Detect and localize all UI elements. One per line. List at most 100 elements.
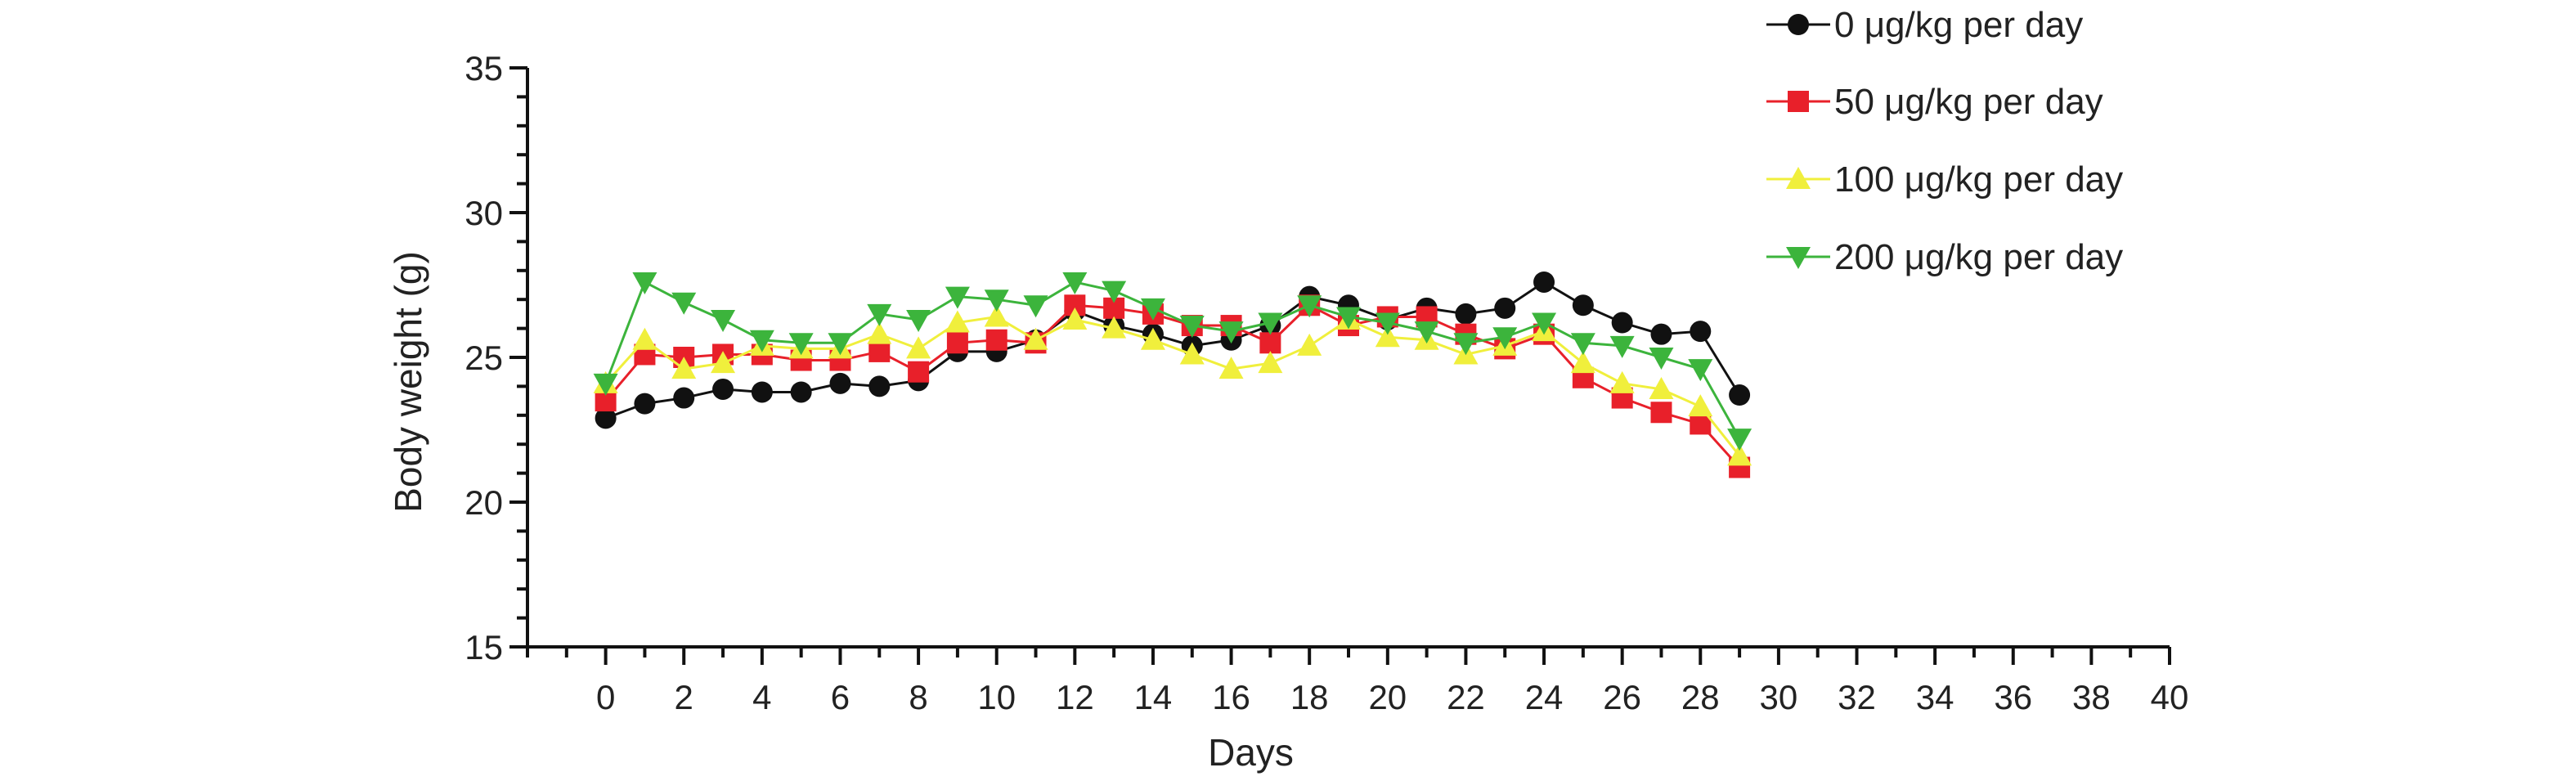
data-point xyxy=(868,340,891,362)
data-point xyxy=(906,336,931,359)
data-point xyxy=(1611,312,1633,334)
data-point xyxy=(1259,332,1281,354)
data-point xyxy=(632,272,657,294)
legend-marker xyxy=(1786,167,1811,189)
data-point xyxy=(1532,312,1557,335)
x-tick-label: 40 xyxy=(2151,678,2189,716)
legend-entry: 50 μg/kg per day xyxy=(1766,82,2103,122)
series-line xyxy=(604,280,1741,439)
data-point xyxy=(1102,281,1127,303)
data-point xyxy=(868,375,891,397)
data-point xyxy=(829,372,851,394)
x-tick-label: 4 xyxy=(752,678,771,716)
x-tick-label: 26 xyxy=(1603,678,1641,716)
x-tick-label: 36 xyxy=(1994,678,2032,716)
data-point xyxy=(1609,370,1635,393)
x-tick-label: 38 xyxy=(2072,678,2111,716)
legend-label: 100 μg/kg per day xyxy=(1834,159,2123,200)
legend-label: 50 μg/kg per day xyxy=(1834,82,2103,122)
data-point xyxy=(908,361,930,383)
data-point xyxy=(985,329,1008,351)
data-point xyxy=(1455,303,1477,325)
data-point xyxy=(1609,335,1635,358)
data-point xyxy=(1258,351,1283,374)
x-tick-label: 12 xyxy=(1056,678,1094,716)
data-point xyxy=(984,290,1009,312)
data-point xyxy=(1729,384,1751,406)
x-tick-label: 34 xyxy=(1916,678,1954,716)
data-point xyxy=(1570,333,1595,356)
data-point xyxy=(1375,325,1400,348)
data-point xyxy=(945,310,970,333)
y-tick-label: 20 xyxy=(464,483,503,522)
data-point xyxy=(1650,402,1672,424)
data-point xyxy=(1297,333,1322,356)
series-group xyxy=(593,271,1752,478)
data-point xyxy=(1140,327,1165,350)
data-point xyxy=(1218,357,1244,379)
data-point xyxy=(790,381,812,403)
data-point xyxy=(1688,359,1713,382)
legend-entry: 100 μg/kg per day xyxy=(1766,159,2123,200)
data-point xyxy=(1690,321,1712,343)
legend-entry: 200 μg/kg per day xyxy=(1766,237,2123,277)
data-point xyxy=(749,330,774,352)
data-point xyxy=(1649,348,1674,370)
data-point xyxy=(751,381,773,403)
data-point xyxy=(867,303,892,326)
y-tick-label: 30 xyxy=(464,194,503,232)
legend-marker xyxy=(1786,247,1811,269)
x-tick-label: 14 xyxy=(1134,678,1173,716)
data-point xyxy=(1414,321,1439,344)
data-point xyxy=(671,357,697,379)
legend-label: 0 μg/kg per day xyxy=(1834,5,2083,45)
x-axis-title: Days xyxy=(1208,731,1294,774)
data-point xyxy=(1375,312,1400,335)
x-tick-label: 22 xyxy=(1447,678,1485,716)
data-point xyxy=(711,351,736,374)
x-tick-label: 28 xyxy=(1681,678,1720,716)
x-tick-label: 32 xyxy=(1838,678,1876,716)
data-point xyxy=(671,292,697,315)
data-point xyxy=(1297,295,1322,318)
x-tick-label: 6 xyxy=(831,678,850,716)
data-point xyxy=(1572,294,1594,316)
data-point xyxy=(946,332,968,354)
x-tick-label: 24 xyxy=(1525,678,1564,716)
legend-entry: 0 μg/kg per day xyxy=(1766,5,2083,45)
x-tick-label: 2 xyxy=(675,678,693,716)
data-point xyxy=(1533,271,1555,293)
data-point xyxy=(828,333,853,356)
y-tick-label: 15 xyxy=(464,628,503,667)
x-tick-label: 8 xyxy=(909,678,927,716)
series-line xyxy=(604,303,1741,469)
x-tick-label: 30 xyxy=(1760,678,1798,716)
y-tick-label: 25 xyxy=(464,339,503,377)
y-tick-label: 35 xyxy=(464,49,503,88)
data-point xyxy=(1727,443,1752,466)
legend-marker xyxy=(1788,14,1809,35)
data-point xyxy=(1258,312,1283,335)
data-point xyxy=(945,286,970,309)
x-tick-label: 10 xyxy=(977,678,1016,716)
legend-marker xyxy=(1788,91,1809,112)
data-point xyxy=(1650,323,1672,345)
x-tick-label: 0 xyxy=(596,678,615,716)
x-tick-label: 20 xyxy=(1368,678,1407,716)
data-point xyxy=(1062,272,1088,294)
data-point xyxy=(712,378,734,400)
series-line xyxy=(605,281,1741,420)
x-tick-label: 18 xyxy=(1290,678,1329,716)
legend: 0 μg/kg per day 50 μg/kg per day 100 μg/kg… xyxy=(1766,5,2123,277)
data-point xyxy=(1218,321,1244,344)
data-point xyxy=(1023,295,1048,318)
series-3 xyxy=(593,272,1752,451)
data-point xyxy=(1023,327,1048,350)
data-point xyxy=(593,373,618,396)
data-point xyxy=(788,333,814,356)
data-point xyxy=(1102,316,1127,339)
data-point xyxy=(1140,298,1165,321)
data-point xyxy=(1062,307,1088,330)
data-point xyxy=(632,327,657,350)
